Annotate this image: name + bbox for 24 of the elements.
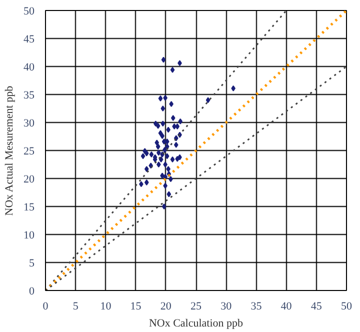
x-tick-label: 40 bbox=[280, 300, 292, 312]
y-tick-label: 50 bbox=[24, 6, 35, 18]
x-axis-title: NOx Calculation ppb bbox=[148, 318, 244, 330]
y-tick-label: 10 bbox=[24, 230, 35, 242]
x-tick-label: 15 bbox=[130, 300, 142, 312]
y-tick-label: 20 bbox=[24, 174, 35, 186]
y-tick-label: 45 bbox=[24, 34, 35, 46]
y-tick-label: 40 bbox=[24, 62, 35, 74]
x-tick-label: 25 bbox=[190, 300, 202, 312]
x-tick-label: 50 bbox=[341, 300, 352, 312]
x-tick-label: 0 bbox=[42, 300, 49, 312]
y-tick-label: 0 bbox=[29, 286, 35, 298]
x-tick-label: 35 bbox=[250, 300, 262, 312]
y-axis-title: NOx Actual Mesurement ppb bbox=[4, 85, 16, 216]
x-tick-label: 10 bbox=[100, 300, 112, 312]
y-tick-label: 30 bbox=[24, 118, 35, 130]
y-tick-label: 25 bbox=[24, 146, 35, 158]
x-tick-label: 30 bbox=[220, 300, 232, 312]
x-tick-label: 20 bbox=[160, 300, 172, 312]
y-tick-label: 15 bbox=[24, 202, 35, 214]
y-tick-label: 35 bbox=[24, 90, 35, 102]
x-tick-label: 5 bbox=[72, 300, 79, 312]
x-tick-label: 45 bbox=[310, 300, 322, 312]
y-tick-label: 5 bbox=[29, 258, 35, 270]
